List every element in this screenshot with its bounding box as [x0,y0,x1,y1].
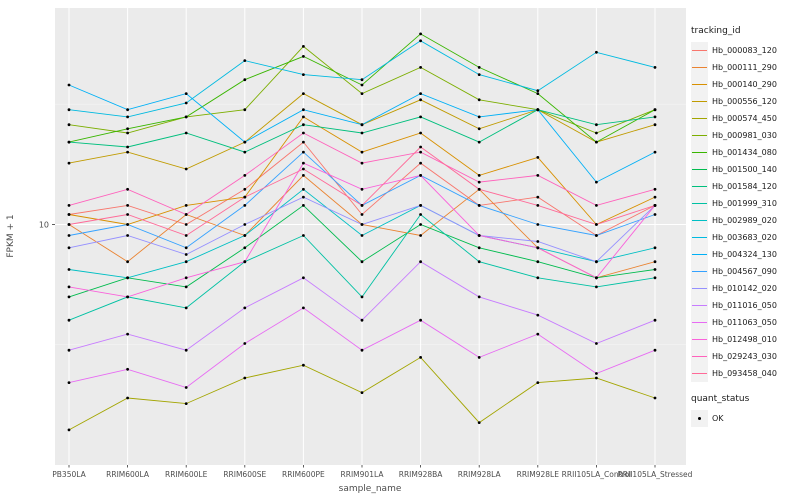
legend-entry-Hb_011063_050: Hb_011063_050 [691,314,799,331]
legend-key-line-icon [691,93,708,110]
legend-entry-Hb_029243_030: Hb_029243_030 [691,348,799,365]
legend-label: Hb_012498_010 [712,335,777,344]
y-tick-label: 10 [39,220,49,229]
legend-key-line-icon [691,178,708,195]
legend-entry-Hb_012498_010: Hb_012498_010 [691,331,799,348]
legend-entry-Hb_011016_050: Hb_011016_050 [691,297,799,314]
legend-key-line-icon [691,314,708,331]
legend-key-line-icon [691,280,708,297]
legend-key-line-icon [691,212,708,229]
plot-panel [55,8,686,465]
y-axis-title: FPKM + 1 [6,214,16,257]
legend-key-line-icon [691,263,708,280]
legend-key-line-icon [691,365,708,382]
legend-label: Hb_011016_050 [712,301,777,310]
legend-entry-Hb_000083_120: Hb_000083_120 [691,42,799,59]
legend-label: Hb_004324_130 [712,250,777,259]
legend: tracking_id Hb_000083_120 Hb_000111_290 Hb… [691,26,799,427]
legend-entry-Hb_000140_290: Hb_000140_290 [691,76,799,93]
legend-key-line-icon [691,76,708,93]
legend-key-line-icon [691,161,708,178]
x-tick-label-RRIM600LA: RRIM600LA [106,470,150,479]
legend-entry-Hb_001500_140: Hb_001500_140 [691,161,799,178]
legend-entry-Hb_001434_080: Hb_001434_080 [691,144,799,161]
legend-title-quant-status: quant_status [691,394,750,404]
legend-entry-Hb_002989_020: Hb_002989_020 [691,212,799,229]
legend-label: Hb_000981_030 [712,131,777,140]
x-tick-label-RRIM600LE: RRIM600LE [165,470,208,479]
legend-entry-Hb_093458_040: Hb_093458_040 [691,365,799,382]
legend-title-tracking-id: tracking_id [691,26,741,36]
legend-color-entries: Hb_000083_120 Hb_000111_290 Hb_000140_290 H… [691,42,799,382]
legend-entry-Hb_000981_030: Hb_000981_030 [691,127,799,144]
legend-label: Hb_001584_120 [712,182,777,191]
axes: 10 PB350LA RRIM600LA RRIM600LE RRIM600SE RRIM… [39,220,693,479]
legend-key-line-icon [691,110,708,127]
legend-label: Hb_000111_290 [712,63,777,72]
legend-entry-Hb_000111_290: Hb_000111_290 [691,59,799,76]
legend-key-point-icon [691,410,708,427]
x-tick-label-RRIM928LA: RRIM928LA [458,470,502,479]
legend-entry-Hb_000556_120: Hb_000556_120 [691,93,799,110]
data-points [67,32,657,432]
legend-label: Hb_000574_450 [712,114,777,123]
legend-entry-Hb_001999_310: Hb_001999_310 [691,195,799,212]
legend-label: Hb_000140_290 [712,80,777,89]
legend-entry-Hb_004567_090: Hb_004567_090 [691,263,799,280]
legend-entry-Hb_000574_450: Hb_000574_450 [691,110,799,127]
legend-label: Hb_010142_020 [712,284,777,293]
legend-label: Hb_001434_080 [712,148,777,157]
legend-key-line-icon [691,127,708,144]
legend-label: Hb_029243_030 [712,352,777,361]
x-tick-label-RRII105LA_Control: RRII105LA_Control [562,470,632,479]
legend-entry-Hb_003683_020: Hb_003683_020 [691,229,799,246]
legend-label: Hb_004567_090 [712,267,777,276]
legend-key-line-icon [691,59,708,76]
legend-shape-entries: OK [691,410,799,427]
legend-entry-Hb_004324_130: Hb_004324_130 [691,246,799,263]
x-tick-label-RRIM600SE: RRIM600SE [223,470,266,479]
x-tick-label-RRIM928BA: RRIM928BA [399,470,444,479]
legend-label: Hb_000083_120 [712,46,777,55]
legend-key-line-icon [691,229,708,246]
legend-entry-quant-OK: OK [691,410,799,427]
legend-label: Hb_093458_040 [712,369,777,378]
legend-label: Hb_001500_140 [712,165,777,174]
legend-key-line-icon [691,246,708,263]
legend-key-line-icon [691,348,708,365]
x-axis-title: sample_name [339,484,402,494]
legend-key-line-icon [691,42,708,59]
x-tick-label-RRIM928LE: RRIM928LE [517,470,560,479]
legend-entry-Hb_001584_120: Hb_001584_120 [691,178,799,195]
legend-label: Hb_000556_120 [712,97,777,106]
legend-entry-Hb_010142_020: Hb_010142_020 [691,280,799,297]
x-tick-label-RRII105LA_Stressed: RRII105LA_Stressed [618,470,693,479]
legend-label: OK [712,414,724,423]
legend-key-line-icon [691,195,708,212]
legend-label: Hb_003683_020 [712,233,777,242]
legend-key-line-icon [691,144,708,161]
x-tick-label-RRIM600PE: RRIM600PE [282,470,325,479]
legend-label: Hb_002989_020 [712,216,777,225]
legend-key-line-icon [691,297,708,314]
x-tick-label-PB350LA: PB350LA [52,470,86,479]
legend-label: Hb_011063_050 [712,318,777,327]
legend-key-line-icon [691,331,708,348]
x-tick-label-RRIM901LA: RRIM901LA [341,470,385,479]
legend-label: Hb_001999_310 [712,199,777,208]
